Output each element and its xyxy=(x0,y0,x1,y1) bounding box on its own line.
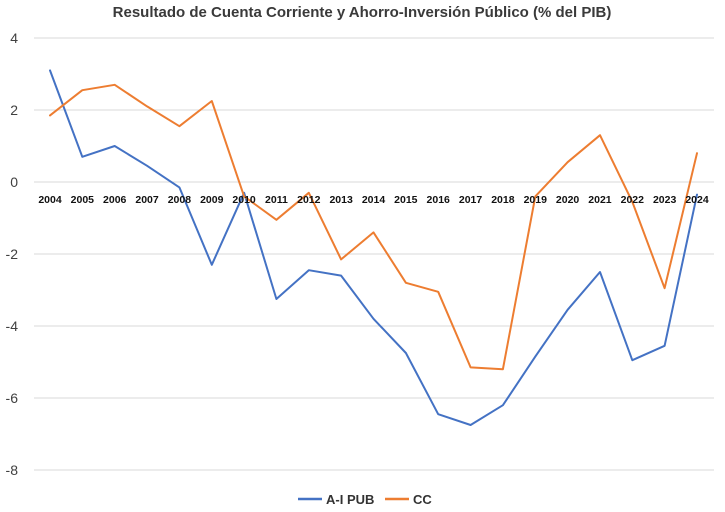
gridlines xyxy=(34,37,714,471)
y-tick-label: -8 xyxy=(6,462,19,478)
x-tick-label: 2022 xyxy=(621,194,645,206)
legend: A-I PUB CC xyxy=(298,492,432,507)
x-tick-label: 2010 xyxy=(232,194,256,206)
legend-label: A-I PUB xyxy=(326,492,374,507)
x-tick-label: 2016 xyxy=(427,194,451,206)
x-tick-label: 2012 xyxy=(297,194,321,206)
x-tick-label: 2006 xyxy=(103,194,127,206)
y-tick-label: 2 xyxy=(10,102,18,118)
x-tick-label: 2017 xyxy=(459,194,483,206)
y-tick-label: -4 xyxy=(6,318,19,334)
y-tick-label: -6 xyxy=(6,390,19,406)
x-tick-label: 2024 xyxy=(685,194,709,206)
x-tick-label: 2005 xyxy=(71,194,95,206)
x-tick-label: 2018 xyxy=(491,194,515,206)
y-tick-label: -2 xyxy=(6,246,19,262)
x-tick-label: 2013 xyxy=(329,194,353,206)
y-tick-label: 0 xyxy=(10,174,18,190)
legend-label: CC xyxy=(413,492,432,507)
series-lines xyxy=(49,69,698,426)
y-axis-ticks: 4 2 0 -2 -4 -6 -8 xyxy=(6,30,19,478)
series-line-1 xyxy=(49,83,698,371)
x-tick-label: 2020 xyxy=(556,194,580,206)
x-tick-label: 2008 xyxy=(168,194,192,206)
x-tick-label: 2023 xyxy=(653,194,677,206)
x-tick-label: 2021 xyxy=(588,194,612,206)
x-tick-label: 2004 xyxy=(38,194,62,206)
x-tick-label: 2007 xyxy=(135,194,159,206)
x-axis-ticks: 2004 2005 2006 2007 2008 2009 2010 2011 2012 2013… xyxy=(38,194,709,206)
chart-title: Resultado de Cuenta Corriente y Ahorro-I… xyxy=(113,4,612,21)
x-tick-label: 2009 xyxy=(200,194,224,206)
x-tick-label: 2014 xyxy=(362,194,386,206)
x-tick-label: 2015 xyxy=(394,194,418,206)
series-line-0 xyxy=(49,69,698,426)
y-tick-label: 4 xyxy=(10,30,18,46)
x-tick-label: 2011 xyxy=(265,194,288,206)
x-tick-label: 2019 xyxy=(524,194,548,206)
